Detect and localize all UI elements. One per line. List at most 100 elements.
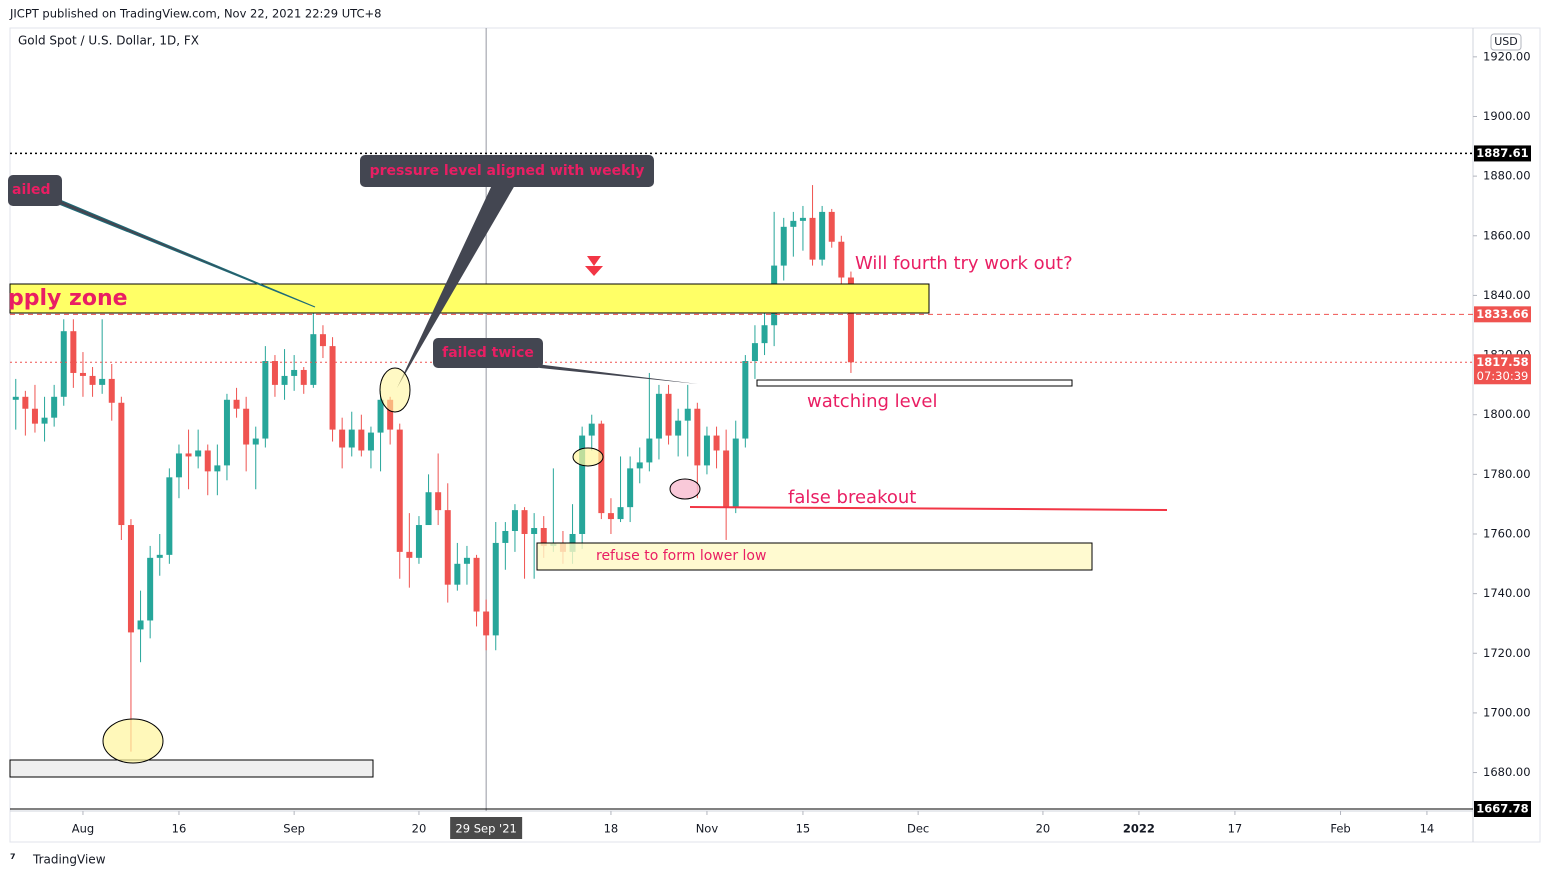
y-tick-label: 1720.00: [1483, 646, 1531, 660]
currency-box: [1490, 33, 1522, 51]
candle-body: [223, 399, 230, 466]
price-tag-label: 1817.58: [1476, 355, 1528, 369]
false-breakout-line: [689, 506, 1168, 511]
x-tick-label: Feb: [1330, 822, 1350, 836]
price-tag-label: 1887.61: [1476, 146, 1528, 160]
price-tag-label: 1667.78: [1476, 802, 1528, 816]
candle-body: [598, 423, 605, 514]
highlight: [102, 718, 164, 764]
candle-body: [425, 492, 432, 526]
candle-body: [252, 438, 259, 445]
y-tick-label: 1900.00: [1483, 109, 1531, 123]
candle-body: [492, 542, 499, 636]
price-tag: [1474, 145, 1531, 162]
candle-body: [473, 557, 480, 612]
x-tick-label: 16: [172, 822, 187, 836]
refuse-zone: [536, 542, 1093, 571]
callout-pointer: [397, 185, 515, 388]
candle-body: [137, 620, 144, 630]
candle-body: [262, 361, 269, 439]
candle-body: [377, 399, 384, 433]
candle-body: [521, 510, 528, 534]
candle-body: [483, 611, 490, 636]
candle-body: [828, 211, 835, 242]
y-tick-label: 1880.00: [1483, 169, 1531, 183]
candle-body: [540, 528, 547, 546]
callout-text: ailed: [12, 182, 51, 198]
y-tick-label: 1840.00: [1483, 288, 1531, 302]
candle-body: [646, 438, 653, 463]
candle-body: [329, 346, 336, 430]
note-text: Will fourth try work out?: [855, 253, 1073, 274]
y-tick-label: 1920.00: [1483, 49, 1531, 63]
candle-body: [291, 369, 298, 376]
candle-body: [300, 369, 307, 385]
x-tick-label: 2022: [1123, 822, 1155, 836]
candle-body: [22, 396, 29, 409]
candle-body: [819, 211, 826, 260]
candle-body: [406, 551, 413, 558]
price-tag: [1474, 354, 1531, 385]
candle-body: [166, 477, 173, 555]
brand-name: TradingView: [32, 853, 106, 867]
candle-body: [99, 378, 106, 385]
candle-body: [675, 420, 682, 436]
y-tick-label: 1680.00: [1483, 765, 1531, 779]
price-tag: [1474, 801, 1531, 817]
x-tick-label: 14: [1420, 822, 1435, 836]
candle-body: [799, 217, 806, 221]
candle-body: [454, 563, 461, 585]
publish-header: JICPT published on TradingView.com, Nov …: [9, 7, 381, 21]
note-text: false breakout: [788, 487, 916, 508]
candle-body: [694, 408, 701, 466]
candle-body: [185, 453, 192, 457]
chart-frame: [9, 27, 1541, 843]
down-arrow: [585, 256, 603, 276]
crosshair-label: 29 Sep '21: [455, 822, 516, 836]
supply-zone-label: pply zone: [8, 286, 128, 311]
candle-body: [655, 393, 662, 439]
candle-body: [51, 396, 58, 418]
candle-body: [41, 417, 48, 424]
x-tick-label: 17: [1228, 822, 1243, 836]
symbol-title: Gold Spot / U.S. Dollar, 1D, FX: [18, 34, 199, 48]
candle-body: [204, 450, 211, 472]
candle-body: [684, 408, 691, 421]
candle-body: [579, 435, 586, 534]
brand: ⁷ TradingView: [10, 853, 106, 868]
candle-body: [607, 513, 614, 520]
candle-body: [70, 331, 77, 373]
highlight: [379, 367, 411, 413]
candle-body: [358, 429, 365, 451]
candle-body: [310, 334, 317, 385]
candle-body: [60, 331, 67, 397]
candle-body: [665, 393, 672, 436]
candle-body: [118, 402, 125, 526]
note-text: refuse to form lower low: [596, 548, 766, 564]
candle-body: [761, 325, 768, 344]
candle-body: [703, 435, 710, 466]
candle-body: [617, 507, 624, 520]
y-tick-label: 1760.00: [1483, 526, 1531, 540]
candle-body: [89, 375, 96, 385]
candle-body: [723, 450, 730, 508]
candle-body: [281, 375, 288, 385]
callout-box: [8, 175, 62, 206]
candle-body: [588, 423, 595, 436]
candle-body: [233, 399, 240, 409]
candle-body: [415, 525, 422, 558]
candle-body: [127, 525, 134, 633]
x-tick-label: 18: [604, 822, 619, 836]
candle-body: [79, 372, 86, 376]
candle-body: [271, 361, 278, 385]
candle-body: [713, 435, 720, 451]
annotations: pply zone ailed pressure level aligned w…: [8, 155, 1168, 778]
candle-body: [444, 510, 451, 585]
candle-body: [732, 438, 739, 508]
candle-body: [339, 429, 346, 448]
callout-box: [360, 155, 654, 187]
candle-body: [156, 554, 163, 558]
candle-body: [367, 432, 374, 451]
